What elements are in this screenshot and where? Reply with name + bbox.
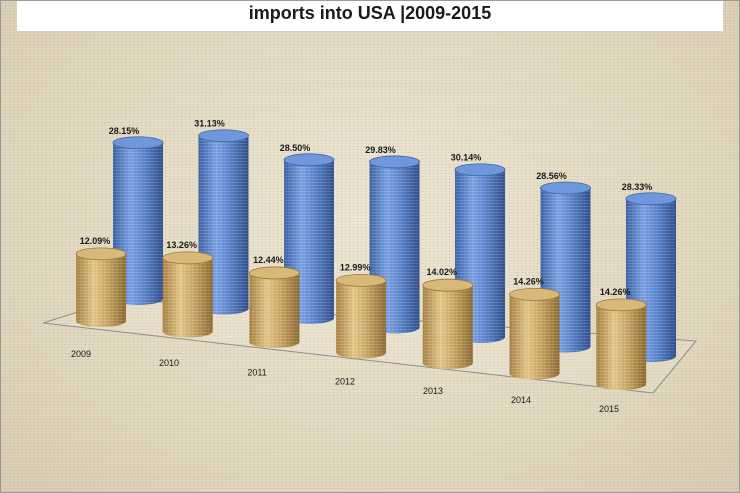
gold-data-label-2012: 12.99% xyxy=(340,262,371,272)
blue-data-label-2013: 30.14% xyxy=(451,153,482,163)
x-tick-label-2013: 2013 xyxy=(423,386,443,396)
gold-data-label-2009: 12.09% xyxy=(80,236,111,246)
gold-data-label-2011: 12.44% xyxy=(253,255,284,265)
gold-data-label-2014: 14.26% xyxy=(513,276,544,286)
blue-data-label-2014: 28.56% xyxy=(536,171,567,181)
gold-bar-2009 xyxy=(75,247,127,327)
x-tick-label-2014: 2014 xyxy=(511,395,531,405)
gold-data-label-2013: 14.02% xyxy=(427,267,458,277)
blue-data-label-2009: 28.15% xyxy=(109,126,140,136)
gold-bar-2013 xyxy=(422,278,474,369)
blue-data-label-2012: 29.83% xyxy=(365,145,396,155)
x-tick-label-2012: 2012 xyxy=(335,377,355,387)
gold-bar-2014 xyxy=(509,287,560,380)
chart-title: imports into USA |2009-2015 xyxy=(248,3,492,23)
blue-data-label-2015: 28.33% xyxy=(622,182,653,192)
gold-bar-2015 xyxy=(595,298,647,390)
x-tick-label-2011: 2011 xyxy=(247,367,266,377)
gold-data-label-2010: 13.26% xyxy=(166,240,197,250)
title-bar: imports into USA |2009-2015 xyxy=(17,1,723,32)
blue-data-label-2011: 28.50% xyxy=(280,143,311,153)
x-tick-label-2010: 2010 xyxy=(159,358,179,368)
gold-bar-2011 xyxy=(248,266,300,348)
gold-bar-2010 xyxy=(162,251,214,338)
x-tick-label-2009: 2009 xyxy=(71,349,91,359)
gold-data-label-2015: 14.26% xyxy=(600,287,631,297)
x-tick-label-2015: 2015 xyxy=(599,404,619,414)
blue-data-label-2010: 31.13% xyxy=(194,119,225,129)
gold-bar-2012 xyxy=(335,274,387,359)
